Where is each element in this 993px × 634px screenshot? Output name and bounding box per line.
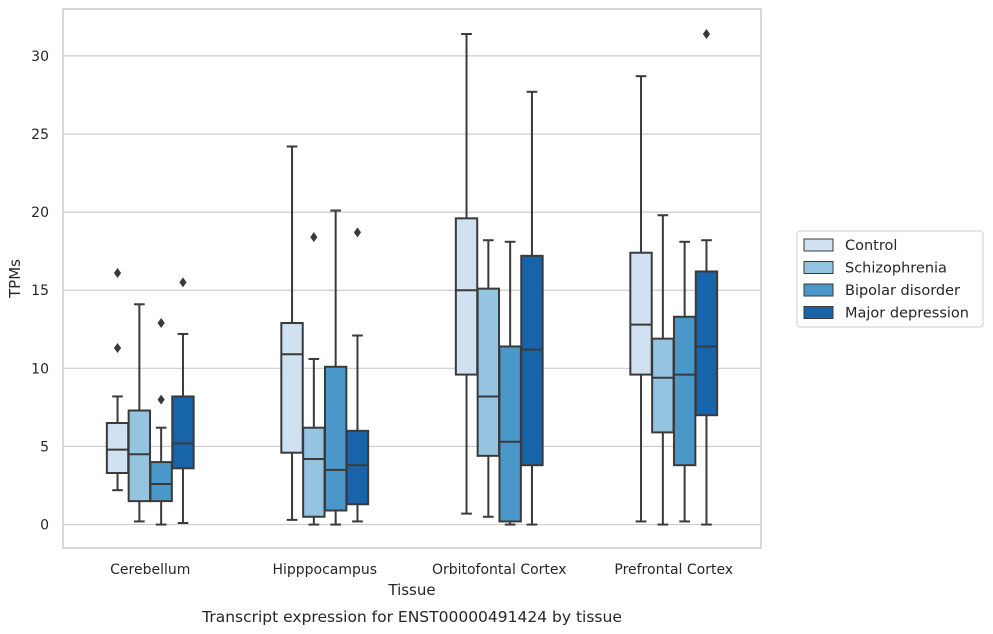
x-tick-labels: Cerebellum Hipppocampus Orbitofontal Corte… bbox=[110, 562, 733, 578]
outlier-point bbox=[113, 268, 122, 279]
y-axis-label: TPMs bbox=[6, 259, 24, 299]
y-tick-label: 20 bbox=[31, 205, 49, 221]
y-tick-label: 15 bbox=[31, 283, 49, 299]
box-iqr bbox=[149, 461, 173, 503]
outlier-point bbox=[157, 318, 165, 329]
box-0-1 bbox=[127, 303, 152, 523]
box-2-1 bbox=[476, 239, 501, 518]
legend-swatch bbox=[803, 283, 834, 297]
box-iqr bbox=[105, 422, 130, 475]
gridlines bbox=[63, 55, 761, 526]
legend-swatch bbox=[803, 261, 834, 274]
box-3-2 bbox=[672, 240, 697, 523]
legend-label: Major depression bbox=[845, 306, 969, 322]
y-tick-label: 0 bbox=[40, 518, 49, 534]
box-iqr bbox=[694, 270, 719, 417]
box-1-2 bbox=[323, 209, 348, 526]
box-2-0 bbox=[454, 32, 479, 515]
box-2-2 bbox=[498, 240, 522, 526]
y-tick-label: 30 bbox=[31, 49, 49, 65]
y-tick-label: 10 bbox=[31, 361, 49, 377]
x-tick-label: Prefrontal Cortex bbox=[614, 562, 733, 578]
box-iqr bbox=[520, 254, 544, 467]
box-iqr bbox=[280, 322, 304, 454]
x-tick-label: Orbitofontal Cortex bbox=[432, 562, 567, 578]
box-iqr bbox=[476, 287, 501, 457]
y-tick-label: 5 bbox=[40, 439, 49, 455]
legend-label: Control bbox=[845, 238, 897, 254]
box-iqr bbox=[127, 409, 152, 503]
box-1-0 bbox=[280, 145, 304, 521]
legend-label: Bipolar disorder bbox=[845, 283, 960, 299]
y-tick-labels: 0 5 10 15 20 25 30 bbox=[31, 49, 49, 534]
box-2-3 bbox=[520, 90, 544, 526]
box-iqr bbox=[651, 337, 675, 434]
box-iqr bbox=[323, 365, 348, 512]
box-3-1 bbox=[651, 214, 675, 526]
box-iqr bbox=[672, 315, 697, 467]
box-0-0 bbox=[105, 268, 130, 492]
plot-area-frame bbox=[62, 8, 762, 549]
x-tick-label: Cerebellum bbox=[110, 562, 190, 578]
chart-caption: Transcript expression for ENST0000049142… bbox=[201, 608, 622, 626]
box-iqr bbox=[302, 426, 326, 518]
legend: Control Schizophrenia Bipolar disorder Majo… bbox=[796, 230, 984, 328]
box-iqr bbox=[171, 395, 195, 470]
outlier-point bbox=[179, 277, 187, 288]
legend-swatch bbox=[803, 306, 834, 319]
box-1-1 bbox=[302, 232, 326, 526]
outlier-point bbox=[310, 232, 318, 243]
box-1-3 bbox=[345, 227, 370, 523]
x-tick-label: Hipppocampus bbox=[272, 562, 377, 578]
box-iqr bbox=[454, 217, 479, 376]
x-axis-label: Tissue bbox=[387, 581, 435, 599]
outlier-point bbox=[157, 394, 165, 405]
outlier-point bbox=[353, 227, 362, 238]
box-0-2 bbox=[149, 318, 173, 526]
y-tick-label: 25 bbox=[31, 127, 49, 143]
legend-swatch bbox=[803, 238, 834, 252]
legend-label: Schizophrenia bbox=[845, 261, 947, 277]
box-iqr bbox=[629, 251, 653, 376]
box-group bbox=[105, 28, 719, 526]
box-0-3 bbox=[171, 277, 195, 525]
box-iqr bbox=[345, 429, 370, 506]
legend-frame bbox=[796, 230, 984, 328]
outlier-point bbox=[113, 343, 122, 354]
box-3-3 bbox=[694, 28, 719, 526]
box-iqr bbox=[498, 345, 522, 523]
outlier-point bbox=[702, 28, 711, 39]
box-3-0 bbox=[629, 75, 653, 523]
